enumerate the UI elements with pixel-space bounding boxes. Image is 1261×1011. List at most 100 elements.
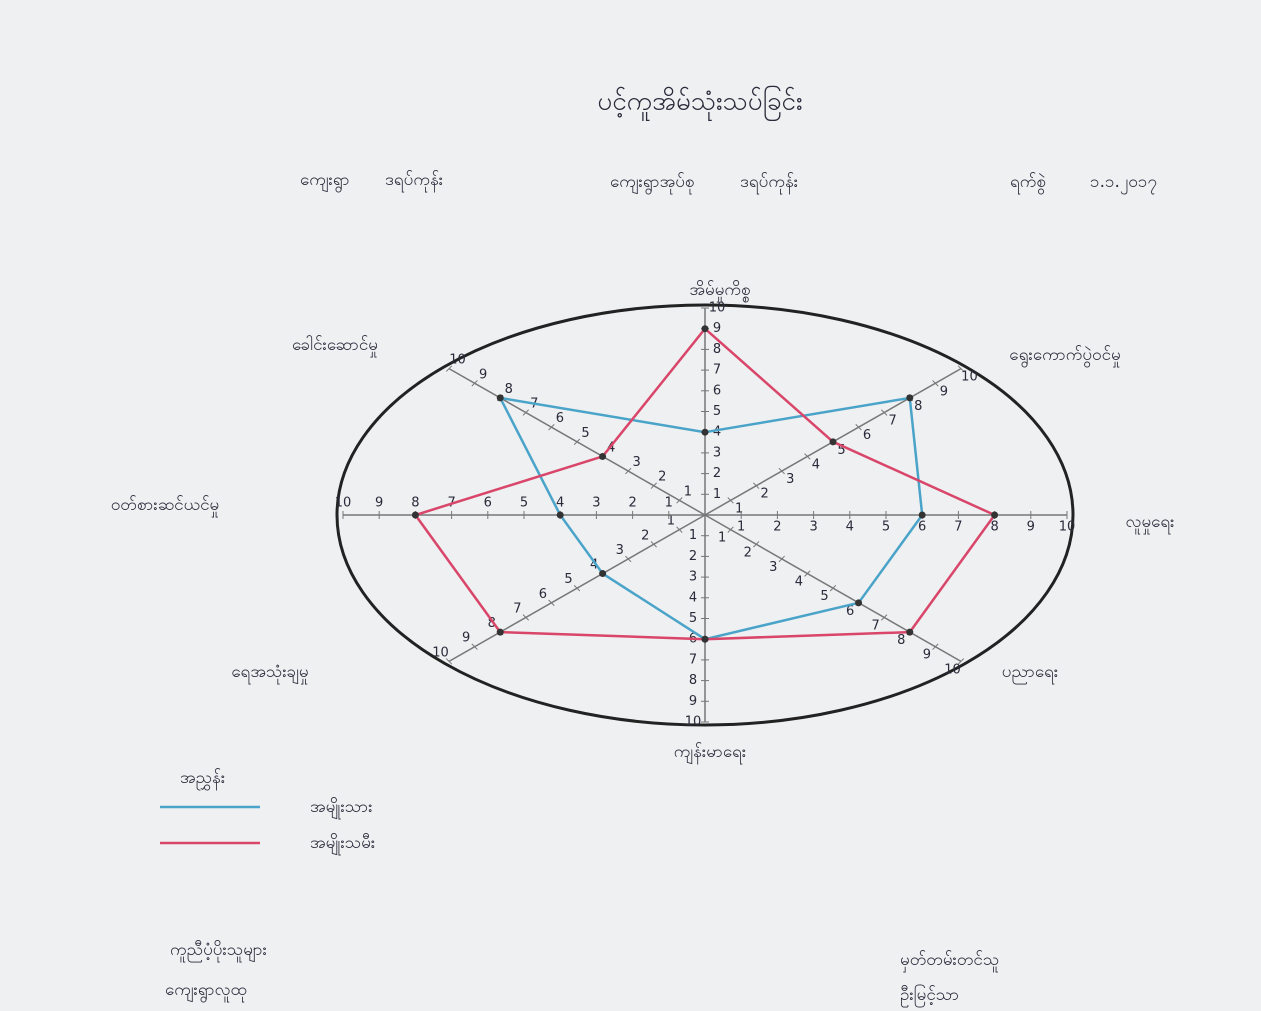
tick-mark xyxy=(650,482,657,489)
tick-label: 7 xyxy=(889,414,897,429)
tick-label: 2 xyxy=(773,520,781,535)
tick-label: 2 xyxy=(761,487,769,502)
tick-label: 6 xyxy=(713,383,721,398)
tick-label: 5 xyxy=(581,426,589,441)
tick-mark xyxy=(471,380,478,387)
legend-label: အမျိုးသား xyxy=(310,797,373,820)
tick-label: 2 xyxy=(628,496,636,511)
tick-mark xyxy=(753,541,760,548)
recorder: ဦးမြင့်သာ xyxy=(900,983,959,1008)
tick-label: 8 xyxy=(488,616,496,631)
tick-label: 10 xyxy=(961,370,978,385)
tick-label: 3 xyxy=(769,560,777,575)
tick-label: 1 xyxy=(689,528,697,543)
data-point xyxy=(496,394,504,402)
tick-label: 4 xyxy=(590,558,598,573)
tick-label: 8 xyxy=(713,342,721,357)
tick-mark xyxy=(573,585,581,592)
tick-mark xyxy=(522,409,530,416)
data-point xyxy=(991,511,999,519)
tick-label: 3 xyxy=(592,496,600,511)
data-point xyxy=(496,628,504,636)
tick-label: 9 xyxy=(462,631,470,646)
tick-label: 1 xyxy=(684,484,692,499)
date-label: ရက်စွဲ xyxy=(1010,172,1046,195)
tick-label: 9 xyxy=(940,384,948,399)
tick-label: 5 xyxy=(713,404,721,419)
tick-mark xyxy=(753,482,760,489)
tick-label: 4 xyxy=(846,520,854,535)
data-point xyxy=(906,394,914,402)
axis-label: ရေအသုံးချမှု xyxy=(231,662,308,685)
tick-label: 1 xyxy=(735,501,743,516)
data-point xyxy=(599,452,607,460)
tick-label: 2 xyxy=(658,470,666,485)
tick-label: 3 xyxy=(616,543,624,558)
tick-label: 6 xyxy=(918,520,926,535)
legend-title: အညွှန်း xyxy=(180,768,225,791)
data-point xyxy=(701,635,709,643)
axis-label: ဝတ်စားဆင်ယင်မှု xyxy=(111,495,219,518)
supporters: ကျေးရွာလူထု xyxy=(165,980,247,1003)
supporters-label: ကူညီပံ့ပိုးသူများ xyxy=(170,940,267,963)
data-point xyxy=(918,511,926,519)
tick-mark xyxy=(855,423,862,431)
tick-mark xyxy=(445,658,453,665)
data-point xyxy=(411,511,419,519)
tick-label: 7 xyxy=(872,618,880,633)
data-point xyxy=(829,438,837,446)
tick-mark xyxy=(880,409,888,416)
tick-mark xyxy=(727,526,734,533)
tick-label: 6 xyxy=(863,428,871,443)
tick-mark xyxy=(932,643,939,650)
tick-label: 1 xyxy=(665,496,673,511)
tick-label: 8 xyxy=(914,399,922,414)
legend-label: အမျိုးသမီး xyxy=(310,833,375,856)
tick-label: 6 xyxy=(484,496,492,511)
tick-label: 5 xyxy=(564,572,572,587)
tick-label: 7 xyxy=(689,652,697,667)
tick-label: 8 xyxy=(990,520,998,535)
data-point xyxy=(599,570,607,578)
tick-label: 10 xyxy=(944,662,961,677)
tick-label: 10 xyxy=(1059,520,1076,535)
tick-label: 3 xyxy=(786,472,794,487)
tick-mark xyxy=(957,365,965,372)
tick-label: 4 xyxy=(795,575,803,590)
tick-label: 2 xyxy=(744,545,752,560)
axis-label: လူမှုရေး xyxy=(1126,512,1175,535)
tick-label: 7 xyxy=(954,520,962,535)
date: ၁.၁.၂၀၁၇ xyxy=(1090,172,1157,195)
tick-label: 8 xyxy=(505,382,513,397)
tick-label: 4 xyxy=(812,457,820,472)
tick-label: 9 xyxy=(375,496,383,511)
tick-label: 4 xyxy=(689,590,697,605)
tick-mark xyxy=(522,614,530,621)
tick-label: 9 xyxy=(689,694,697,709)
tick-label: 3 xyxy=(713,445,721,460)
tick-label: 9 xyxy=(479,367,487,382)
tick-label: 10 xyxy=(709,301,726,316)
tick-label: 9 xyxy=(713,321,721,336)
axis-label: အိမ်မှုကိစ္စ xyxy=(689,280,750,303)
tick-label: 6 xyxy=(556,411,564,426)
tick-mark xyxy=(676,497,683,504)
tick-label: 3 xyxy=(689,570,697,585)
tick-mark xyxy=(880,614,888,621)
tick-label: 1 xyxy=(667,514,675,529)
axis-label: ရွေးကောက်ပွဲဝင်မှု xyxy=(1009,345,1121,368)
chart-title: ပင့်ကူအိမ်သုံးသပ်ခြင်း xyxy=(597,84,802,122)
tick-label: 10 xyxy=(685,715,702,730)
tick-label: 1 xyxy=(718,531,726,546)
tick-mark xyxy=(804,570,811,577)
tick-mark xyxy=(625,467,632,475)
tick-label: 3 xyxy=(809,520,817,535)
data-point xyxy=(701,325,709,333)
tick-label: 4 xyxy=(713,425,721,440)
tick-mark xyxy=(548,423,555,431)
recorder-label: မှတ်တမ်းတင်သူ xyxy=(900,950,999,973)
tick-mark xyxy=(957,658,965,665)
data-point xyxy=(855,599,863,607)
tick-mark xyxy=(471,643,478,650)
tick-mark xyxy=(573,438,581,445)
